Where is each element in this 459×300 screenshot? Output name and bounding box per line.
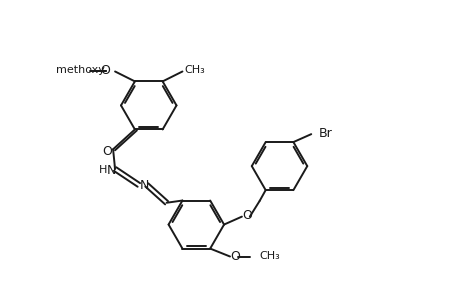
Text: H: H (99, 165, 107, 175)
Text: O: O (230, 250, 240, 263)
Text: O: O (100, 64, 110, 77)
Text: O: O (241, 209, 251, 222)
Text: Br: Br (319, 127, 332, 140)
Text: N: N (140, 179, 149, 192)
Text: CH₃: CH₃ (184, 65, 205, 76)
Text: O: O (102, 145, 112, 158)
Text: methoxy: methoxy (56, 65, 105, 76)
Text: CH₃: CH₃ (259, 250, 280, 260)
Text: N: N (106, 164, 116, 177)
